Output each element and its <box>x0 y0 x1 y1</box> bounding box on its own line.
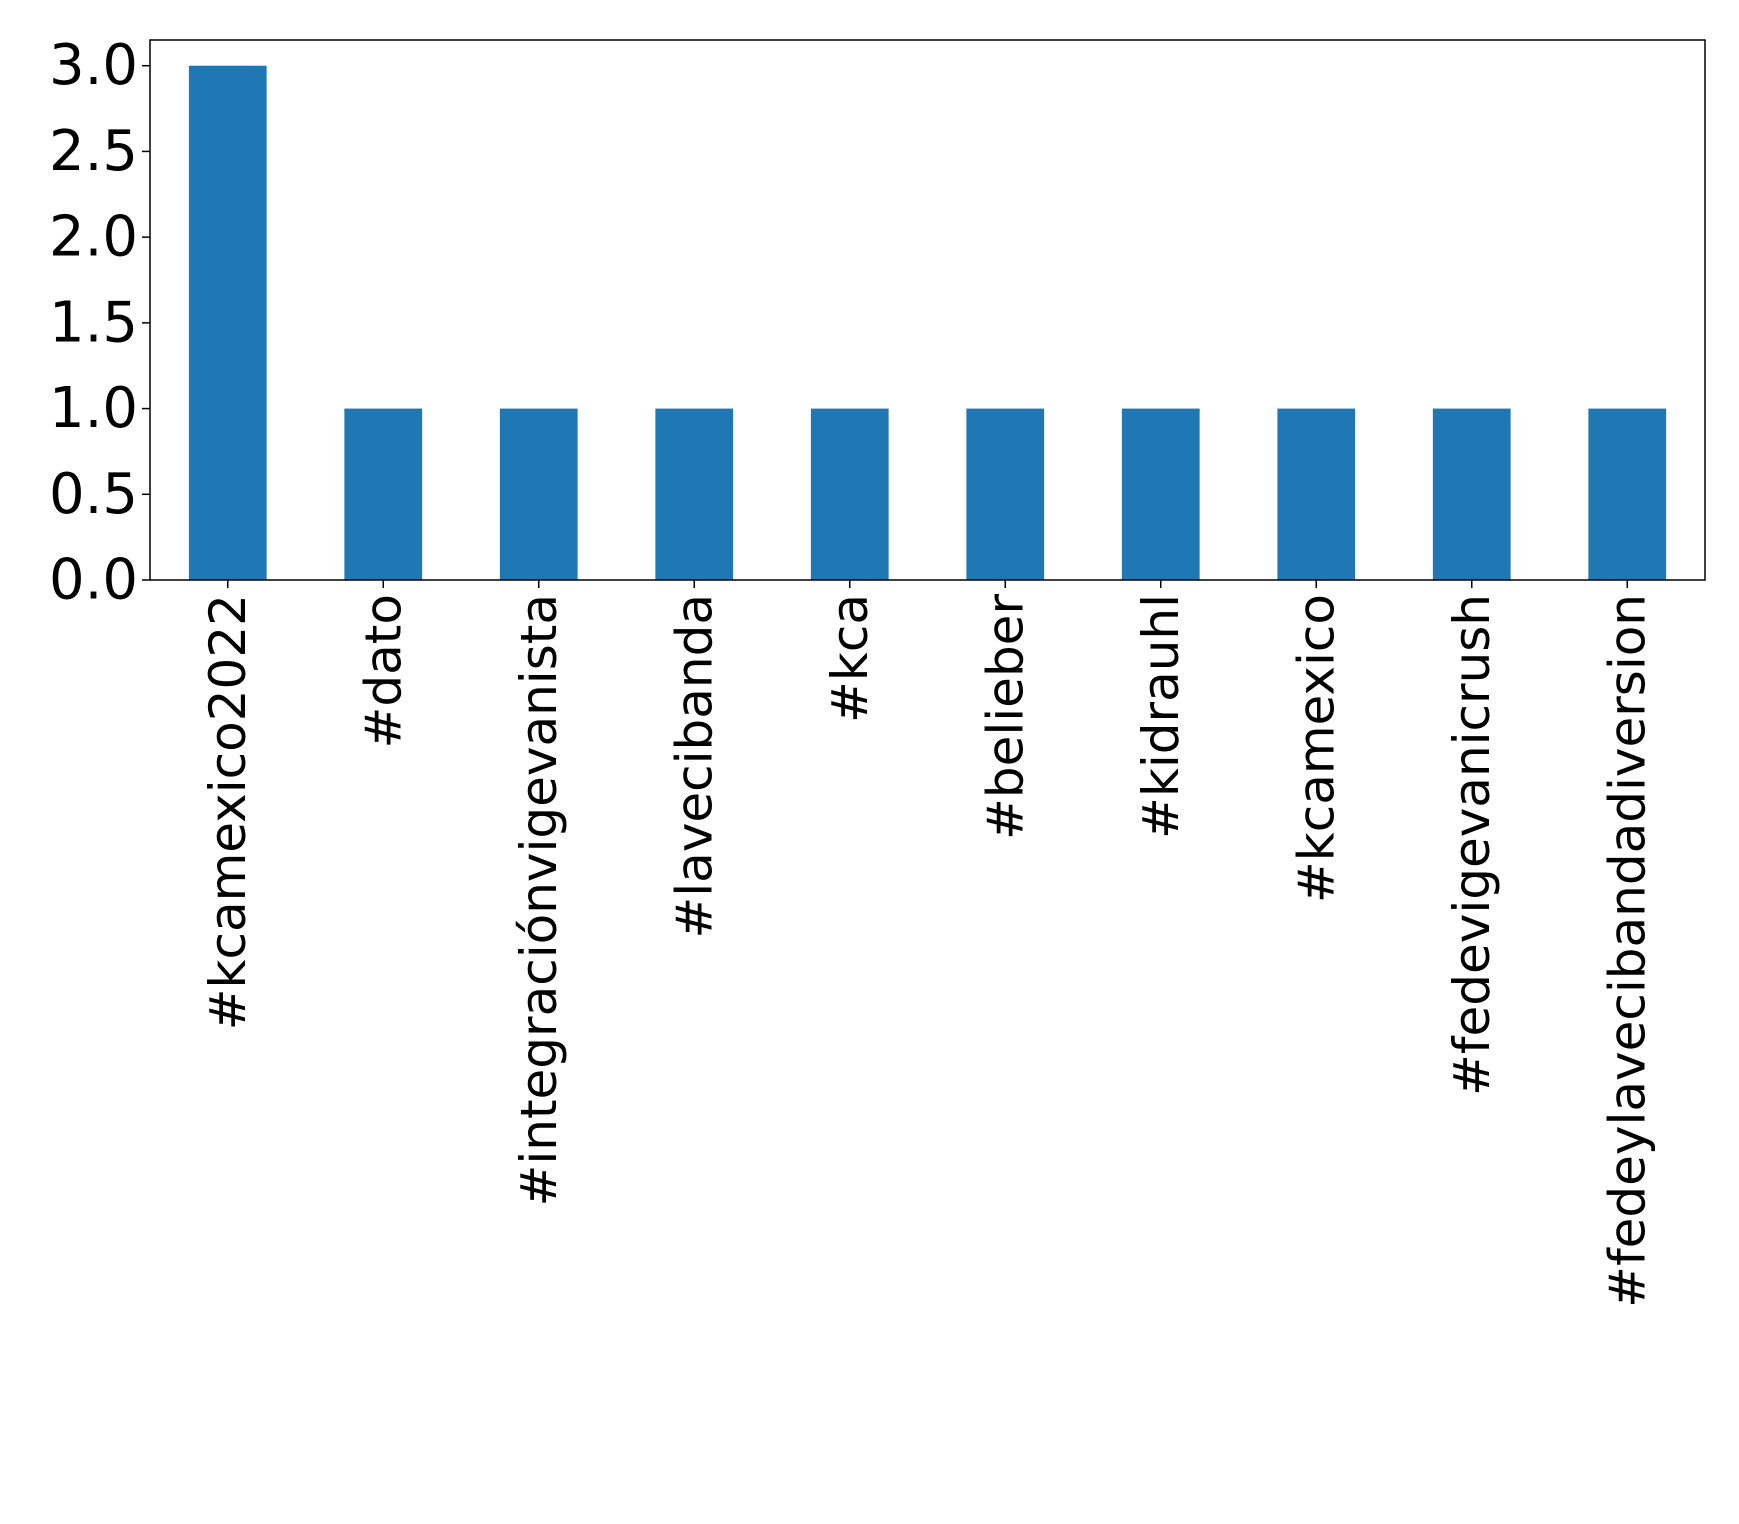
bar-9 <box>1588 408 1667 580</box>
bar-6 <box>1121 408 1200 580</box>
y-tick-label: 2.0 <box>49 205 138 270</box>
x-tick-label: #kidrauhl <box>1132 594 1190 839</box>
x-tick-label: #dato <box>354 594 412 748</box>
x-axis: #kcamexico2022 #dato #integraciónvigevanis… <box>199 580 1656 1308</box>
bar-2 <box>499 408 578 580</box>
x-tick-label: #belieber <box>976 594 1034 840</box>
y-tick-label: 3.0 <box>49 33 138 98</box>
y-tick-label: 0.0 <box>49 548 138 613</box>
bar-0 <box>188 65 267 580</box>
y-tick-label: 1.0 <box>49 376 138 441</box>
bars-group <box>188 65 1667 580</box>
bar-4 <box>810 408 889 580</box>
x-tick-label: #kca <box>821 594 879 723</box>
x-tick-label: #kcamexico <box>1287 594 1345 903</box>
bar-5 <box>966 408 1045 580</box>
y-tick-label: 2.5 <box>49 119 138 184</box>
y-tick-label: 1.5 <box>49 290 138 355</box>
x-tick-label: #fedevigevanicrush <box>1443 594 1501 1096</box>
plot-frame <box>149 39 1706 581</box>
x-tick-label: #fedeylavecibandadiversion <box>1598 594 1656 1308</box>
bar-1 <box>344 408 423 580</box>
x-tick-label: #kcamexico2022 <box>199 594 257 1030</box>
bar-8 <box>1432 408 1511 580</box>
y-axis: 0.0 0.5 1.0 1.5 2.0 2.5 3.0 <box>49 33 150 613</box>
x-tick-label: #integraciónvigevanista <box>510 594 568 1207</box>
bar-7 <box>1277 408 1356 580</box>
y-tick-label: 0.5 <box>49 462 138 527</box>
x-tick-label: #lavecibanda <box>665 594 723 939</box>
bar-3 <box>655 408 734 580</box>
